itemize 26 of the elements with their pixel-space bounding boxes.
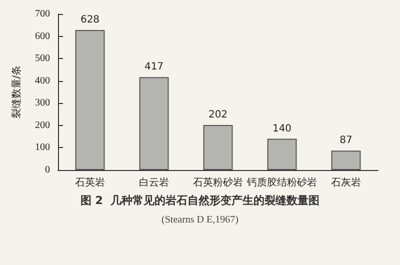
y-tick-label: 600	[35, 30, 50, 42]
y-tick-label: 300	[35, 98, 50, 109]
x-tick-label: 白云岩	[139, 176, 169, 188]
x-tick-label: 石英岩	[75, 176, 105, 188]
data-label: 202	[208, 109, 228, 120]
data-label: 628	[80, 14, 100, 26]
y-tick-label: 700	[35, 8, 50, 20]
data-label: 140	[272, 123, 292, 134]
bar	[139, 77, 169, 170]
text: (Stearns D E,1967)	[162, 214, 238, 226]
text: 图 2 几种常见的岩石自然形变产生的裂缝数量图	[80, 194, 320, 207]
bar	[75, 30, 105, 170]
bar	[203, 124, 233, 170]
x-tick-label: 石英粉砂岩	[193, 176, 243, 188]
data-label: 87	[340, 135, 352, 146]
y-tick-label: 0	[45, 164, 50, 176]
x-tick-label: 钙质胶结粉砂岩	[246, 176, 317, 188]
y-tick-label: 400	[35, 75, 50, 86]
y-axis-title: 裂缝数量/条	[10, 65, 22, 119]
data-label: 417	[144, 62, 164, 73]
y-tick-label: 200	[35, 120, 50, 131]
y-tick-label: 500	[35, 53, 50, 64]
y-tick-label: 100	[35, 142, 50, 154]
bar	[331, 150, 361, 170]
bar	[267, 138, 297, 170]
x-tick-label: 石灰岩	[331, 176, 361, 188]
